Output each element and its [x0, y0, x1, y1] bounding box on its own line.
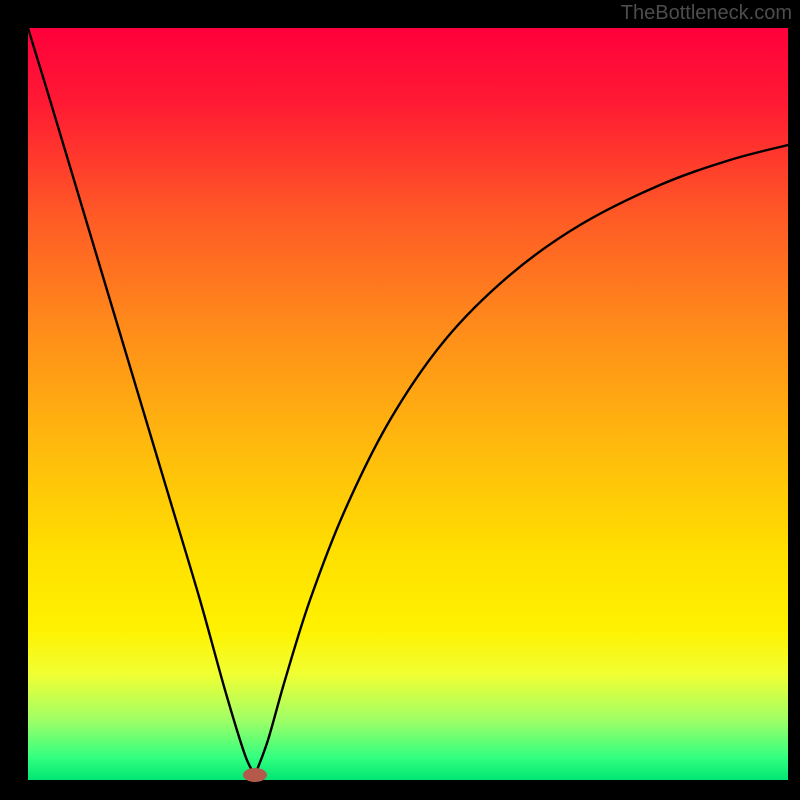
- chart-svg: [0, 0, 800, 800]
- bottleneck-chart: TheBottleneck.com: [0, 0, 800, 800]
- watermark-text: TheBottleneck.com: [621, 2, 792, 25]
- minimum-marker: [243, 768, 267, 782]
